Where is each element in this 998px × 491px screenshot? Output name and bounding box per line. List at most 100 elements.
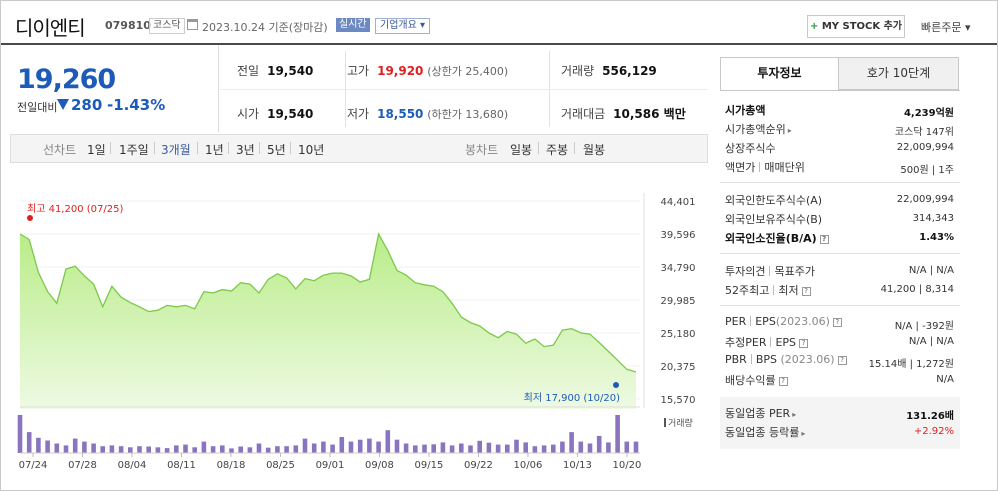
prev-close: 전일 19,540 bbox=[237, 62, 313, 79]
stock-code: 079810 bbox=[105, 19, 151, 32]
low-label: 저가 bbox=[347, 107, 370, 121]
volume-bar bbox=[330, 444, 335, 453]
volume-bar bbox=[449, 445, 455, 453]
help-icon[interactable]: ? bbox=[819, 235, 829, 244]
divider bbox=[720, 90, 960, 91]
w52-low-text: 최저 bbox=[778, 284, 799, 297]
x-tick-label: 08/11 bbox=[167, 460, 196, 471]
tab-period-10y[interactable]: 10년 bbox=[298, 143, 325, 157]
shares-value: 22,009,994 bbox=[896, 142, 954, 153]
help-icon[interactable]: ? bbox=[801, 287, 811, 296]
volume-bar bbox=[587, 443, 593, 453]
per-text: PER bbox=[725, 315, 747, 328]
y-tick-label: 39,596 bbox=[661, 230, 696, 241]
volume-bar bbox=[183, 444, 188, 453]
tab-period-1y[interactable]: 1년 bbox=[205, 143, 224, 157]
volume-bar bbox=[403, 443, 409, 453]
tab-candle-weekly[interactable]: 주봉 bbox=[546, 143, 569, 157]
down-arrow-icon bbox=[57, 99, 69, 110]
volume-bar bbox=[275, 446, 280, 453]
tab-period-1w[interactable]: 1주일 bbox=[119, 143, 149, 157]
industry-per-label[interactable]: 동일업종 PER ▸ bbox=[725, 405, 796, 421]
dividend-label: 배당수익률? bbox=[725, 372, 788, 388]
help-icon[interactable]: ? bbox=[832, 318, 842, 327]
tab-candle-daily[interactable]: 일봉 bbox=[510, 143, 533, 157]
help-icon[interactable]: ? bbox=[837, 356, 847, 365]
divider bbox=[220, 89, 708, 90]
lower-limit: (하한가 13,680) bbox=[427, 108, 509, 121]
par-unit-label: 액면가 매매단위 bbox=[725, 159, 805, 175]
volume-label: 거래량 bbox=[561, 64, 595, 78]
eps-date: (2023.06) bbox=[775, 315, 830, 328]
divider bbox=[574, 142, 575, 154]
chevron-right-icon: ▸ bbox=[801, 429, 806, 438]
industry-rate-value: +2.92% bbox=[913, 426, 954, 437]
low-label: 최저 17,900 (10/20) bbox=[524, 392, 620, 404]
volume-bar bbox=[578, 441, 584, 453]
divider bbox=[110, 142, 111, 154]
chart-tab-bar bbox=[10, 134, 708, 163]
x-tick-label: 10/13 bbox=[563, 460, 592, 471]
divider bbox=[154, 142, 155, 154]
volume-bar bbox=[137, 446, 142, 453]
industry-per-value: 131.26배 bbox=[906, 411, 954, 422]
tab-order-book[interactable]: 호가 10단계 bbox=[839, 57, 959, 90]
volume-bar bbox=[606, 442, 611, 453]
volume-bar bbox=[339, 437, 345, 453]
high-label: 고가 bbox=[347, 64, 370, 78]
tab-period-1d[interactable]: 1일 bbox=[87, 143, 106, 157]
x-tick-label: 07/24 bbox=[19, 460, 48, 471]
x-tick-label: 09/15 bbox=[415, 460, 444, 471]
volume-axis-label: 거래량 bbox=[664, 416, 693, 429]
y-tick-label: 20,375 bbox=[661, 362, 696, 373]
volume-bar bbox=[164, 448, 170, 453]
volume-bar bbox=[477, 440, 482, 453]
tab-period-3y[interactable]: 3년 bbox=[236, 143, 255, 157]
volume-bar bbox=[560, 441, 565, 453]
eps-text: EPS bbox=[755, 315, 776, 328]
volume-bar bbox=[36, 437, 41, 453]
price-box bbox=[1, 46, 219, 132]
foreign-ratio-value: 1.43% bbox=[919, 232, 954, 243]
low-value: 18,550 bbox=[377, 107, 424, 121]
tab-period-3m[interactable]: 3개월 bbox=[161, 143, 191, 157]
tab-period-5y[interactable]: 5년 bbox=[267, 143, 286, 157]
volume-bar bbox=[486, 442, 492, 453]
volume-bar bbox=[210, 446, 216, 453]
quick-order-dropdown[interactable]: 빠른주문 ▾ bbox=[921, 21, 971, 34]
volume-bar bbox=[100, 446, 105, 453]
pbr-bps-label: PBR BPS (2023.06)? bbox=[725, 353, 847, 366]
volume-bar bbox=[63, 445, 69, 453]
corp-overview-dropdown[interactable]: 기업개요 ▾ bbox=[375, 18, 430, 34]
price-line bbox=[19, 232, 637, 373]
line-chart-label: 선차트 bbox=[43, 143, 77, 157]
volume-bar bbox=[495, 444, 501, 453]
volume-bar bbox=[431, 444, 436, 453]
bps-text: BPS bbox=[755, 353, 777, 366]
high-price: 고가 19,920 (상한가 25,400) bbox=[347, 62, 508, 79]
my-stock-add-button[interactable]: + MY STOCK 추가 bbox=[807, 15, 905, 38]
help-icon[interactable]: ? bbox=[778, 377, 788, 386]
chevron-right-icon: ▸ bbox=[792, 410, 797, 419]
tab-candle-monthly[interactable]: 월봉 bbox=[583, 143, 606, 157]
bps-date: (2023.06) bbox=[780, 353, 835, 366]
x-tick-label: 07/28 bbox=[68, 460, 97, 471]
volume-bar bbox=[26, 432, 32, 453]
help-icon[interactable]: ? bbox=[799, 339, 809, 348]
tab-investment-info[interactable]: 투자정보 bbox=[720, 57, 839, 90]
volume-bar bbox=[615, 415, 620, 453]
y-tick-label: 34,790 bbox=[661, 263, 696, 274]
volume-bar bbox=[468, 445, 473, 453]
divider bbox=[259, 142, 260, 154]
volume-bar bbox=[220, 445, 225, 453]
opinion-label: 투자의견 목표주가 bbox=[725, 263, 815, 279]
volume: 거래량 556,129 bbox=[561, 62, 657, 79]
volume-bar bbox=[238, 446, 243, 453]
realtime-button[interactable]: 실시간 bbox=[336, 18, 370, 32]
opinion-value: N/A | N/A bbox=[908, 265, 954, 276]
volume-bar bbox=[118, 446, 124, 453]
my-stock-label: MY STOCK 추가 bbox=[821, 21, 903, 32]
divider bbox=[750, 316, 752, 326]
industry-rate-label[interactable]: 동일업종 등락률 ▸ bbox=[725, 424, 805, 440]
